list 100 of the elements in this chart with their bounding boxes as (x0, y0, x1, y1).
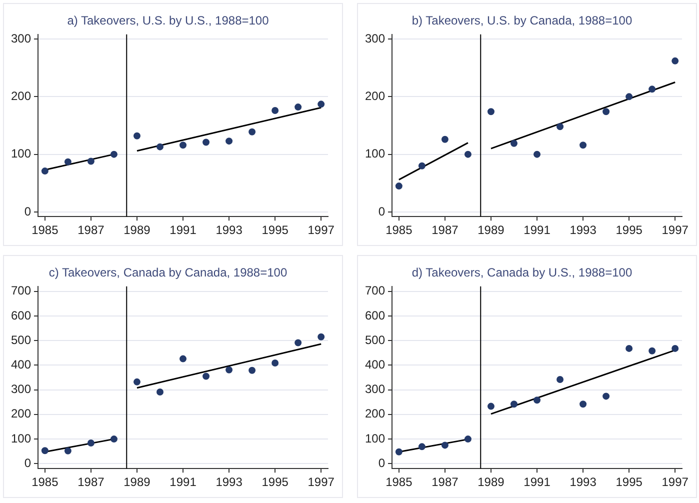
x-tick-label: 1985 (32, 475, 59, 490)
x-tick-label: 1987 (432, 475, 459, 490)
y-tick-label: 200 (364, 88, 386, 103)
point (626, 93, 633, 100)
y-tick-label: 0 (24, 204, 32, 218)
x-tick-label: 1985 (32, 223, 59, 238)
x-tick-label: 1997 (308, 475, 335, 490)
point (602, 108, 610, 116)
y-tick-label: 300 (364, 382, 386, 396)
point (202, 372, 210, 380)
y-tick-label: 300 (10, 31, 32, 46)
point (487, 108, 494, 116)
x-tick-label: 1987 (78, 223, 105, 238)
x-tick-label: 1989 (124, 223, 151, 238)
x-tick-label: 1991 (524, 475, 551, 490)
chart-title: b) Takeovers, U.S. by Canada, 1988=100 (412, 14, 632, 28)
x-tick-label: 1993 (570, 475, 597, 490)
y-tick-label: 100 (364, 146, 386, 161)
point (87, 158, 94, 165)
point (248, 128, 256, 136)
point (133, 132, 140, 140)
point (226, 366, 233, 374)
point (318, 100, 325, 108)
point (418, 443, 426, 450)
point (156, 143, 164, 150)
point (87, 439, 94, 446)
point (487, 402, 494, 410)
point (626, 344, 633, 352)
point (602, 392, 610, 400)
x-tick-label: 1989 (478, 223, 505, 238)
point (110, 436, 118, 443)
x-tick-label: 1989 (124, 475, 151, 490)
y-tick-label: 200 (10, 88, 32, 103)
x-tick-label: 1993 (570, 223, 597, 238)
y-tick-label: 500 (10, 332, 32, 347)
x-tick-label: 1985 (386, 475, 413, 490)
point (202, 138, 210, 146)
x-tick-label: 1995 (616, 223, 643, 238)
point (226, 138, 233, 145)
y-tick-label: 500 (364, 332, 386, 347)
y-tick-label: 700 (10, 284, 32, 298)
y-tick-label: 100 (10, 431, 32, 446)
point (41, 447, 48, 454)
point (648, 86, 656, 93)
point (648, 347, 656, 354)
point (464, 150, 472, 158)
y-tick-label: 400 (364, 358, 386, 372)
point (248, 366, 256, 374)
y-tick-label: 100 (364, 431, 386, 446)
y-tick-label: 400 (10, 358, 32, 372)
y-tick-label: 600 (364, 308, 386, 322)
point (580, 142, 587, 149)
x-tick-label: 1991 (170, 475, 197, 490)
point (534, 396, 541, 404)
point (64, 447, 72, 454)
point (272, 359, 279, 366)
point (395, 448, 402, 456)
x-tick-label: 1991 (524, 223, 551, 238)
point (672, 57, 679, 64)
x-tick-label: 1997 (308, 223, 335, 238)
point (418, 162, 426, 170)
chart-title: a) Takeovers, U.S. by U.S., 1988=100 (67, 14, 270, 28)
x-tick-label: 1997 (662, 475, 689, 490)
point (510, 140, 518, 147)
point (556, 376, 564, 383)
point (534, 150, 541, 158)
point (180, 142, 187, 149)
x-tick-label: 1987 (78, 475, 105, 490)
y-tick-label: 0 (24, 456, 32, 470)
x-tick-label: 1991 (170, 223, 197, 238)
y-tick-label: 200 (10, 406, 32, 421)
point (272, 107, 279, 114)
y-tick-label: 200 (364, 406, 386, 421)
x-tick-label: 1985 (386, 223, 413, 238)
x-tick-label: 1993 (216, 223, 243, 238)
point (133, 378, 140, 386)
chart-title: c) Takeovers, Canada by Canada, 1988=100 (48, 266, 288, 280)
point (510, 400, 518, 408)
point (395, 182, 402, 190)
x-tick-label: 1989 (478, 475, 505, 490)
point (441, 136, 448, 143)
point (64, 158, 72, 166)
y-tick-label: 700 (364, 284, 386, 298)
y-tick-label: 0 (378, 204, 386, 218)
point (556, 123, 564, 130)
point (580, 400, 587, 408)
point (294, 339, 302, 346)
point (672, 344, 679, 352)
point (464, 436, 472, 443)
y-tick-label: 300 (364, 31, 386, 46)
x-tick-label: 1997 (662, 223, 689, 238)
x-tick-label: 1995 (262, 475, 289, 490)
point (441, 442, 448, 449)
point (156, 388, 164, 396)
y-tick-label: 600 (10, 308, 32, 322)
y-tick-label: 100 (10, 146, 32, 161)
y-tick-label: 0 (378, 456, 386, 470)
x-tick-label: 1987 (432, 223, 459, 238)
chart-title: d) Takeovers, Canada by U.S., 1988=100 (412, 266, 632, 280)
x-tick-label: 1993 (216, 475, 243, 490)
